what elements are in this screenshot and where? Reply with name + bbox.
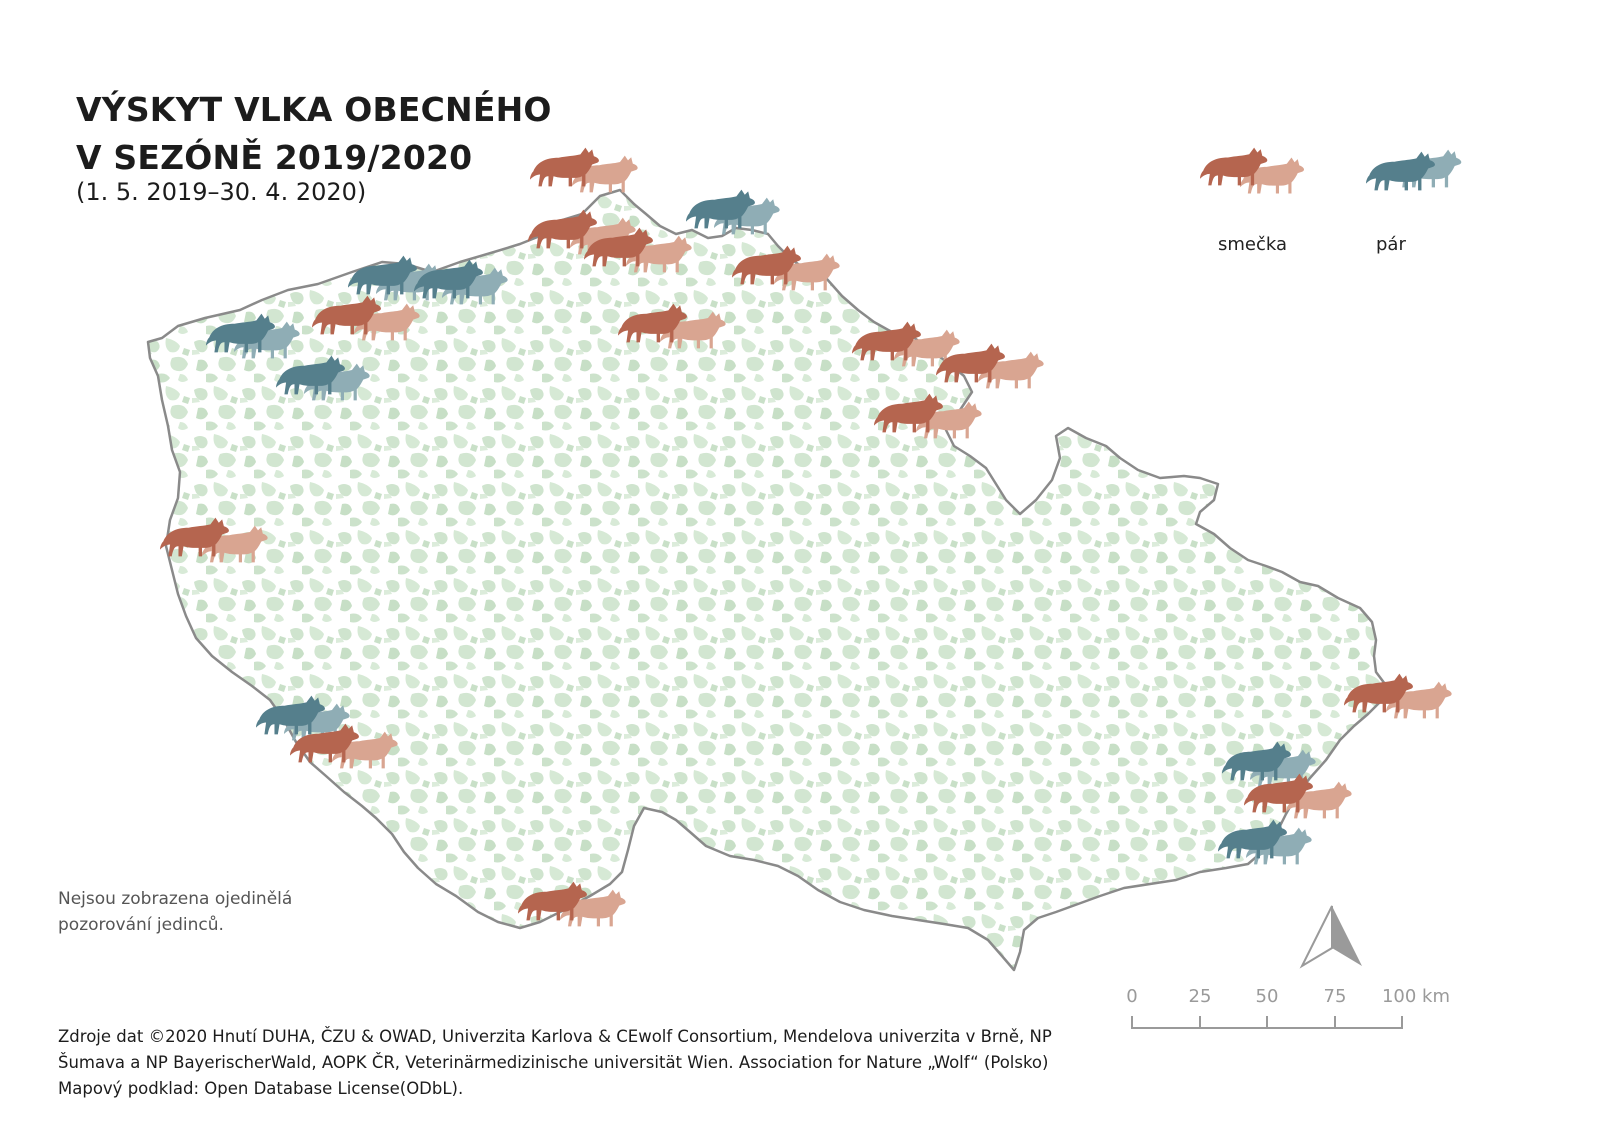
scale-tick-0: 0 (1126, 986, 1137, 1007)
legend-pack-icon (1200, 147, 1305, 194)
scale-tick-75: 75 (1324, 986, 1347, 1007)
legend-pack-label: smečka (1218, 234, 1288, 255)
scale-bar: 0 25 50 75 100 km (1126, 986, 1450, 1029)
note-line-2: pozorování jedinců. (58, 915, 224, 935)
season-dates: (1. 5. 2019–30. 4. 2020) (76, 178, 367, 206)
sources-line-3: Mapový podklad: Open Database License(OD… (58, 1079, 464, 1098)
scale-tick-100: 100 km (1382, 986, 1450, 1007)
legend-pair-icon (1366, 149, 1462, 191)
title-line-1: VÝSKYT VLKA OBECNÉHO (76, 90, 552, 129)
north-arrow-icon (1299, 905, 1362, 969)
wolf-pair-marker (686, 189, 780, 235)
map-title: VÝSKYT VLKA OBECNÉHO V SEZÓNĚ 2019/2020 (76, 86, 552, 182)
legend-pair-label: pár (1376, 234, 1406, 255)
title-line-2: V SEZÓNĚ 2019/2020 (76, 138, 473, 177)
wolf-pack-marker (530, 147, 638, 193)
sources-line-1: Zdroje dat ©2020 Hnutí DUHA, ČZU & OWAD,… (58, 1027, 1052, 1046)
scale-tick-25: 25 (1189, 986, 1212, 1007)
data-sources: Zdroje dat ©2020 Hnutí DUHA, ČZU & OWAD,… (58, 1024, 1052, 1102)
note-line-1: Nejsou zobrazena ojedinělá (58, 889, 293, 909)
sources-line-2: Šumava a NP BayerischerWald, AOPK ČR, Ve… (58, 1053, 1049, 1072)
scale-tick-50: 50 (1256, 986, 1279, 1007)
note-text: Nejsou zobrazena ojedinělá pozorování je… (58, 886, 292, 938)
